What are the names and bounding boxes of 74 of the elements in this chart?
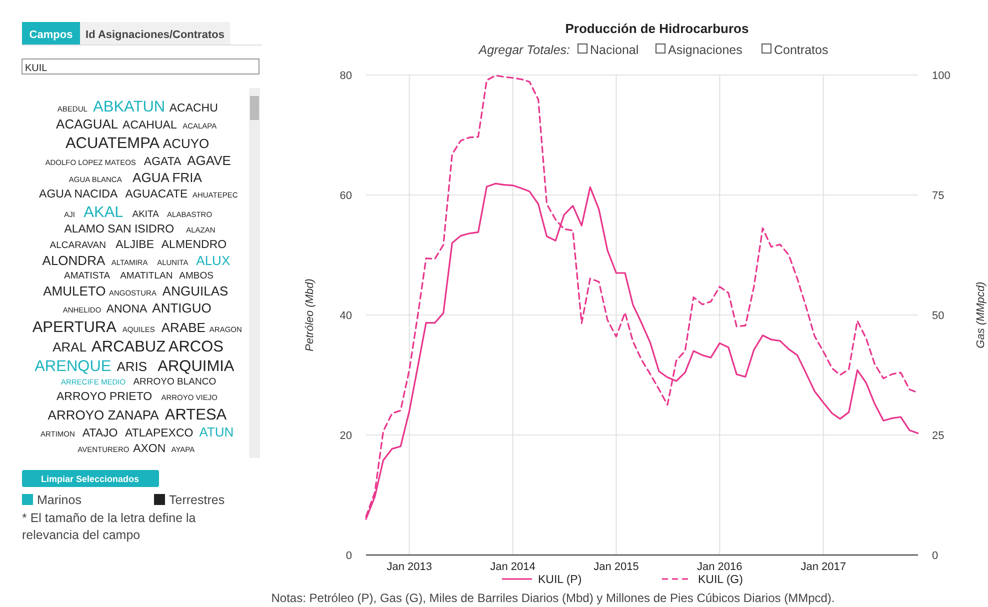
category-label: ACAHUAL xyxy=(122,120,178,132)
text: Contratos xyxy=(774,43,828,57)
y2-tick-label: 75 xyxy=(932,190,944,202)
category-label: AMBOS xyxy=(179,270,214,282)
category-label: ANTIGUO xyxy=(152,300,212,316)
y-tick-label: 20 xyxy=(340,430,352,442)
category-label: ACUYO xyxy=(162,136,210,151)
text: Agregar Totales: xyxy=(478,43,570,57)
text: Asignaciones xyxy=(668,43,742,57)
text: Notas: Petróleo (P), Gas (G), Miles de Barriles Diarios (Mbd) y Millones de Pies Cúbicos Diarios (MMpcd). xyxy=(271,591,835,605)
category-label: ARROYO BLANCO xyxy=(133,376,216,388)
y-tick-label: 80 xyxy=(340,70,352,82)
category-label: ATUN xyxy=(199,424,234,440)
category-label: AKITA xyxy=(132,209,160,220)
y-tick-label: 0 xyxy=(346,550,352,562)
legend-label: KUIL (G) xyxy=(698,574,744,586)
category-label: AMATITLAN xyxy=(120,270,173,282)
category-label: ABKATUN xyxy=(93,98,166,116)
x-tick-label: Jan 2013 xyxy=(386,561,432,573)
y2-axis-title: Gas (MMpcd) xyxy=(975,281,987,348)
category-label: ATLAPEXCO xyxy=(125,428,194,440)
category-label: ALAMO SAN ISIDRO xyxy=(64,224,174,236)
category-label: AGUACATE xyxy=(125,188,188,200)
category-label: ARQUIMIA xyxy=(158,358,235,375)
category-label: ARCABUZ xyxy=(92,338,166,356)
category-label: AMULETO xyxy=(43,284,106,298)
category-label: AGAVE xyxy=(187,153,232,168)
category-label: ACUATEMPA xyxy=(65,135,160,152)
category-label: ARENQUE xyxy=(34,358,112,375)
text: KUIL xyxy=(25,63,48,74)
category-label: ACACHU xyxy=(169,102,218,114)
y-tick-label: 40 xyxy=(340,310,352,322)
category-label: AGUA NACIDA xyxy=(39,188,118,200)
category-label: ANGUILAS xyxy=(162,284,228,298)
text: Terrestres xyxy=(169,493,225,507)
y2-tick-label: 100 xyxy=(932,70,950,82)
y-tick-label: 60 xyxy=(340,190,352,202)
category-label: ANONA xyxy=(106,304,148,316)
category-label: ARAL xyxy=(52,340,87,354)
category-label: ARABE xyxy=(161,320,206,335)
chart-title: Producción de Hidrocarburos xyxy=(565,21,749,36)
y-axis-title: Petróleo (Mbd) xyxy=(304,278,316,352)
text: Id Asignaciones/Contratos xyxy=(86,29,224,41)
category-label: ALONDRA xyxy=(42,253,106,268)
x-tick-label: Jan 2014 xyxy=(490,561,536,573)
x-tick-label: Jan 2017 xyxy=(800,561,846,573)
category-label: AKAL xyxy=(84,204,124,221)
text: Campos xyxy=(29,29,73,41)
category-label: APERTURA xyxy=(32,319,118,336)
y2-tick-label: 50 xyxy=(932,310,944,322)
category-label: ARCOS xyxy=(168,338,224,356)
category-label: ALCARAVAN xyxy=(50,240,106,251)
category-label: ALJIBE xyxy=(116,239,154,251)
category-label: ARTESA xyxy=(164,406,228,424)
category-label: ARROYO PRIETO xyxy=(56,391,152,403)
category-label: AXON xyxy=(133,443,166,455)
legend-label: KUIL (P) xyxy=(538,574,582,586)
category-label: AGATA xyxy=(144,156,182,168)
text: * El tamaño de la letra define la relevancia del campo xyxy=(22,511,196,542)
category-label: AMATISTA xyxy=(64,270,111,282)
category-label: ATAJO xyxy=(82,428,118,440)
category-label: ARROYO ZANAPA xyxy=(48,408,160,422)
legend-title: Marinos xyxy=(37,493,82,507)
category-label: ARIS xyxy=(116,359,148,374)
x-tick-label: Jan 2016 xyxy=(697,561,742,573)
category-label: ALUX xyxy=(196,253,230,268)
text: Nacional xyxy=(590,43,639,57)
y2-tick-label: 25 xyxy=(932,430,944,442)
category-label: ACAGUAL xyxy=(56,116,118,132)
category-label: ALMENDRO xyxy=(161,239,227,251)
text: Limpiar Seleccionados xyxy=(40,474,140,484)
y2-tick-label: 0 xyxy=(932,550,938,562)
x-tick-label: Jan 2015 xyxy=(594,561,639,573)
category-label: AGUA FRIA xyxy=(132,170,202,185)
